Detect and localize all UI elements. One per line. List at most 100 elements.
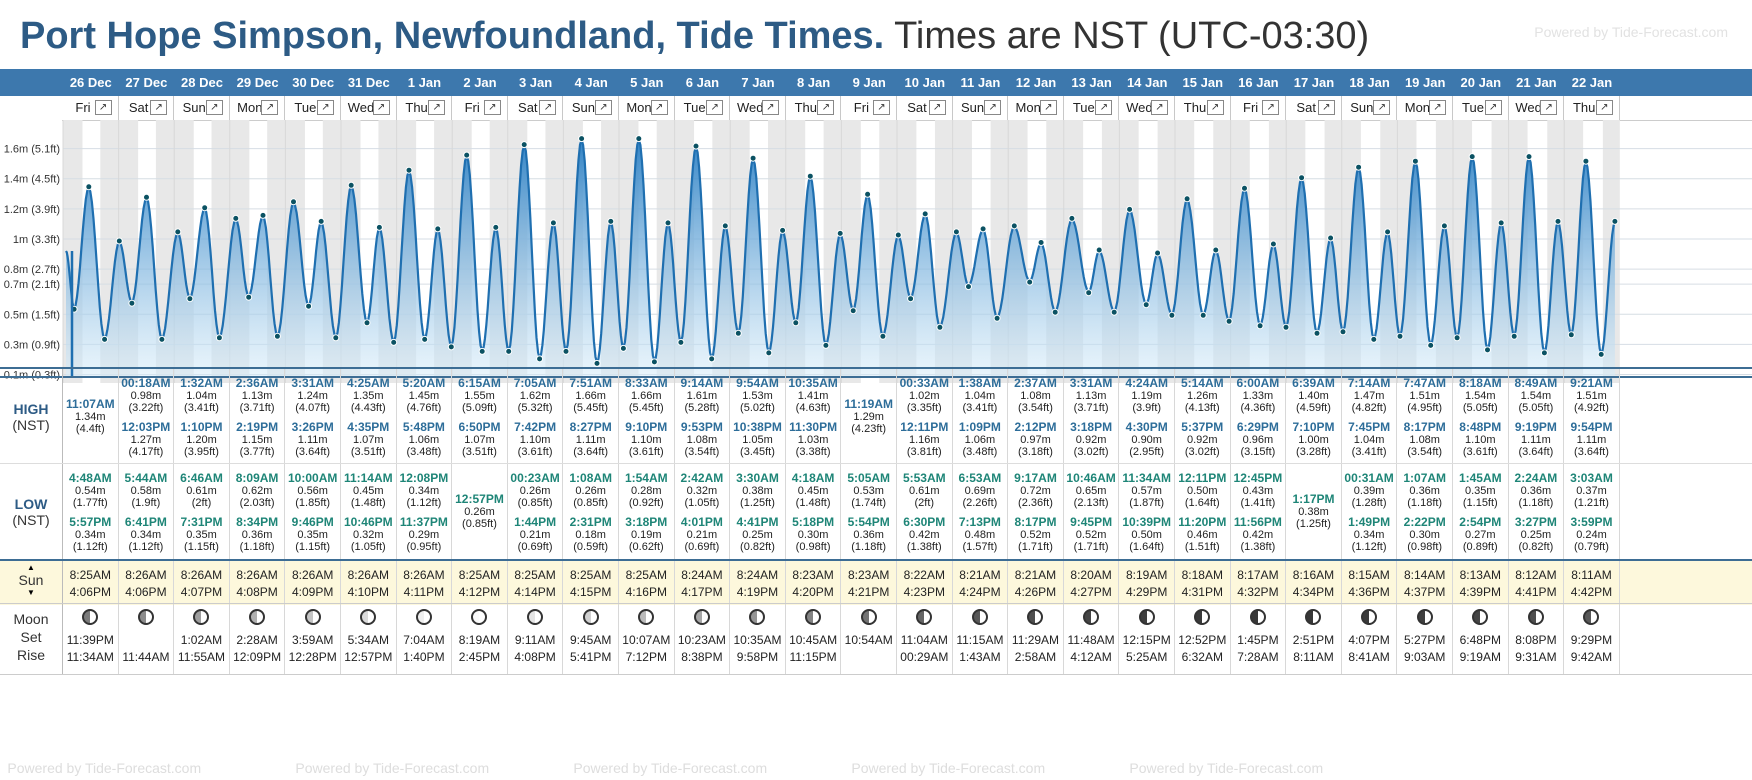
- expand-icon[interactable]: ↗: [1150, 100, 1168, 115]
- low-height-ft: (1.18ft): [239, 541, 275, 553]
- low-time: 10:46PM: [343, 515, 393, 529]
- high-time: 9:19PM: [1514, 420, 1557, 434]
- high-entry: 4:24AM 1.19m (3.9ft): [1119, 377, 1174, 415]
- sunset-time: 4:16PM: [625, 585, 667, 599]
- expand-icon[interactable]: ↗: [539, 100, 557, 115]
- low-entry: 1:07AM 0.36m (1.18ft): [1397, 472, 1452, 510]
- expand-icon[interactable]: ↗: [428, 100, 446, 115]
- expand-icon[interactable]: ↗: [1484, 100, 1502, 115]
- expand-icon[interactable]: ↗: [372, 100, 390, 115]
- sunset-time: 4:21PM: [848, 585, 890, 599]
- high-cell: 3:31AM 1.13m (3.71ft) 3:18PM 0.92m (3.02ft): [1064, 369, 1120, 465]
- low-time: 1:45AM: [1458, 471, 1502, 485]
- high-tide-point: [1126, 205, 1134, 213]
- low-height-ft: (1.28ft): [1351, 497, 1387, 509]
- high-cell: 8:18AM 1.54m (5.05ft) 8:48PM 1.10m (3.61ft): [1453, 369, 1509, 465]
- low-height-ft: (0.62ft): [628, 541, 664, 553]
- day-cell: Tue ↗: [1064, 96, 1120, 120]
- low-height-ft: (1.48ft): [795, 497, 831, 509]
- low-entry: 3:30AM 0.38m (1.25ft): [730, 472, 785, 510]
- high-height-ft: (4.76ft): [406, 402, 442, 414]
- high-height-m: 1.11m: [1576, 433, 1607, 446]
- moonset-time: 9:11AM: [514, 633, 556, 647]
- expand-icon[interactable]: ↗: [1039, 100, 1057, 115]
- expand-icon[interactable]: ↗: [1317, 100, 1335, 115]
- high-height-ft: (4.4ft): [75, 423, 105, 435]
- high-time: 4:35PM: [347, 420, 390, 434]
- expand-icon[interactable]: ↗: [94, 100, 112, 115]
- moon-phase-icon: [471, 609, 488, 625]
- low-cell: 11:14AM 0.45m (1.48ft) 10:46PM 0.32m (1.05ft): [341, 464, 397, 560]
- low-height-ft: (1.12ft): [128, 541, 164, 553]
- expand-icon[interactable]: ↗: [1206, 100, 1224, 115]
- low-height-ft: (2.03ft): [239, 497, 275, 509]
- expand-icon[interactable]: ↗: [483, 100, 501, 115]
- y-tick-label: 1.4m (4.5ft): [4, 174, 60, 186]
- low-tide-point: [1313, 329, 1321, 337]
- day-cell: Fri ↗: [841, 96, 897, 120]
- date-cell: 4 Jan: [574, 75, 608, 90]
- day-cell: Thu ↗: [397, 96, 453, 120]
- high-tide-point: [692, 142, 700, 150]
- expand-icon[interactable]: ↗: [928, 100, 946, 115]
- high-entry: 3:26PM 1.11m (3.64ft): [285, 421, 340, 459]
- high-tide-point: [607, 217, 615, 225]
- high-height-ft: (4.17ft): [128, 446, 164, 458]
- low-entry: 5:05AM 0.53m (1.74ft): [841, 472, 896, 510]
- date-cell: 27 Dec: [125, 75, 168, 90]
- sun-cell: 8:24AM 4:17PM: [675, 561, 731, 605]
- high-entry: 8:33AM 1.66m (5.45ft): [619, 377, 674, 415]
- day-cell: Fri ↗: [452, 96, 508, 120]
- expand-icon[interactable]: ↗: [594, 100, 612, 115]
- day-cell: Wed ↗: [730, 96, 786, 120]
- expand-icon[interactable]: ↗: [1262, 100, 1280, 115]
- high-tide-point: [894, 231, 902, 239]
- sunrise-time: 8:14AM: [1404, 568, 1446, 582]
- expand-icon[interactable]: ↗: [261, 100, 279, 115]
- expand-icon[interactable]: ↗: [1595, 100, 1613, 115]
- date-cell: 16 Jan: [1238, 75, 1279, 90]
- expand-icon[interactable]: ↗: [817, 100, 835, 115]
- expand-icon[interactable]: ↗: [150, 100, 168, 115]
- expand-icon[interactable]: ↗: [761, 100, 779, 115]
- moonset-time: 12:52PM: [1178, 633, 1227, 647]
- low-time: 11:34AM: [1122, 471, 1172, 485]
- sunset-time: 4:39PM: [1459, 585, 1501, 599]
- high-time: 2:37AM: [1014, 376, 1057, 390]
- high-tide-point: [921, 210, 929, 218]
- day-name: Mon: [626, 100, 652, 115]
- high-entry: 6:00AM 1.33m (4.36ft): [1231, 377, 1286, 415]
- moonset-time: 10:35AM: [733, 633, 782, 647]
- expand-icon[interactable]: ↗: [205, 100, 223, 115]
- date-cell: 14 Jan: [1126, 75, 1168, 90]
- moonset-time: 11:15AM: [956, 633, 1004, 647]
- expand-icon[interactable]: ↗: [984, 100, 1002, 115]
- high-height-ft: (3.38ft): [795, 446, 831, 458]
- low-time: 9:46PM: [291, 515, 334, 529]
- high-time: 8:27PM: [569, 420, 612, 434]
- expand-icon[interactable]: ↗: [650, 100, 668, 115]
- expand-icon[interactable]: ↗: [1095, 100, 1113, 115]
- expand-icon[interactable]: ↗: [316, 100, 334, 115]
- expand-icon[interactable]: ↗: [706, 100, 724, 115]
- expand-icon[interactable]: ↗: [1540, 100, 1558, 115]
- sun-cell: 8:21AM 4:24PM: [953, 561, 1009, 605]
- low-height-ft: (0.82ft): [740, 541, 775, 553]
- day-name: Wed: [736, 100, 764, 115]
- moon-cell: 11:15AM 1:43AM: [953, 604, 1009, 674]
- expand-icon[interactable]: ↗: [1373, 100, 1391, 115]
- high-tide-point: [290, 198, 297, 206]
- low-cell: 6:46AM 0.61m (2ft) 7:31PM 0.35m (1.15ft): [174, 464, 230, 560]
- low-cell: 2:42AM 0.32m (1.05ft) 4:01PM 0.21m (0.69ft): [675, 464, 731, 560]
- sunset-time: 4:41PM: [1515, 585, 1557, 599]
- axis-background: [0, 120, 62, 383]
- expand-icon[interactable]: ↗: [1428, 100, 1446, 115]
- expand-icon[interactable]: ↗: [872, 100, 890, 115]
- high-height-m: 1.13m: [241, 389, 273, 402]
- low-height-ft: (0.79ft): [1574, 541, 1609, 553]
- high-height-ft: (2.95ft): [1129, 446, 1165, 458]
- low-tide-point: [1051, 308, 1059, 316]
- title-location: Port Hope Simpson, Newfoundland, Tide Ti…: [20, 15, 885, 57]
- low-entry: 3:18PM 0.19m (0.62ft): [619, 516, 674, 554]
- high-entry: 5:37PM 0.92m (3.02ft): [1175, 421, 1230, 459]
